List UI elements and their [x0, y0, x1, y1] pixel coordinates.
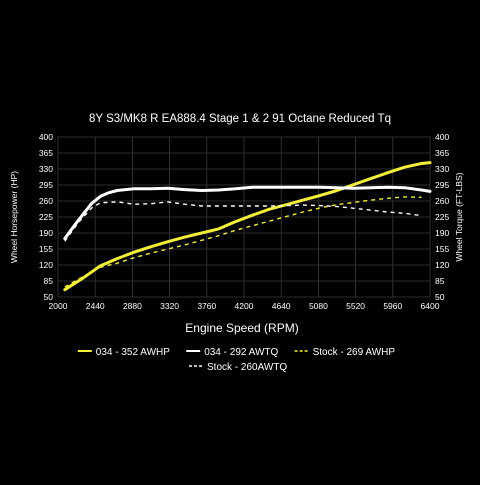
y-tick-label-left: 365 [39, 148, 53, 158]
series-layer [63, 161, 432, 292]
chart-title: 8Y S3/MK8 R EA888.4 Stage 1 & 2 91 Octan… [89, 113, 391, 125]
y-tick-label-left: 190 [39, 228, 53, 238]
y-tick-label-left: 400 [39, 132, 53, 142]
x-tick-label: 6400 [421, 301, 440, 311]
x-tick-label: 4640 [272, 301, 291, 311]
x-tick-label: 2000 [49, 301, 68, 311]
x-tick-label: 5080 [309, 301, 328, 311]
legend-item: 034 - 292 AWTQ [186, 347, 279, 358]
y-tick-label-right: 50 [435, 292, 445, 302]
legend-label: Stock - 269 AWHP [313, 347, 396, 358]
tick-layer: 2000 2440 2880 3320 3760 4200 4640 5080 5520 5960… [39, 132, 450, 311]
y-tick-label-right: 400 [435, 132, 449, 142]
legend-item: 034 - 352 AWHP [77, 347, 170, 358]
y-tick-label-right: 225 [435, 212, 449, 222]
y-tick-label-right: 295 [435, 180, 449, 190]
y-tick-label-right: 330 [435, 164, 449, 174]
y-tick-label-right: 120 [435, 260, 449, 270]
legend-label: Stock - 260AWTQ [207, 362, 287, 373]
y-axis-label-left: Wheel Horsepower (HP) [9, 171, 19, 263]
y-tick-label-left: 155 [39, 244, 53, 254]
y-tick-label-right: 190 [435, 228, 449, 238]
series-line-4 [64, 201, 422, 242]
x-tick-label: 3760 [197, 301, 216, 311]
y-tick-label-left: 120 [39, 260, 53, 270]
x-tick-label: 2440 [86, 301, 105, 311]
y-tick-label-right: 260 [435, 196, 449, 206]
legend-label: 034 - 352 AWHP [96, 347, 170, 358]
y-tick-label-left: 50 [44, 292, 54, 302]
x-tick-label: 4200 [235, 301, 254, 311]
x-tick-label: 5520 [346, 301, 365, 311]
series-line-2 [63, 185, 432, 240]
x-axis-label: Engine Speed (RPM) [185, 321, 298, 335]
series-line-3 [64, 196, 422, 288]
legend-item: Stock - 260AWTQ [189, 362, 287, 373]
legend-item: Stock - 269 AWHP [294, 347, 396, 358]
y-tick-label-right: 85 [435, 276, 445, 286]
y-tick-label-right: 365 [435, 148, 449, 158]
y-tick-label-left: 260 [39, 196, 53, 206]
y-tick-label-left: 225 [39, 212, 53, 222]
x-tick-label: 3320 [160, 301, 179, 311]
legend: 034 - 352 AWHP 034 - 292 AWTQ Stock - 269 … [77, 347, 396, 373]
y-tick-label-left: 295 [39, 180, 53, 190]
x-tick-label: 5960 [383, 301, 402, 311]
y-axis-label-right: Wheel Torque (FT-LBS) [454, 172, 464, 261]
y-tick-label-right: 155 [435, 244, 449, 254]
y-tick-label-left: 330 [39, 164, 53, 174]
x-tick-label: 2880 [123, 301, 142, 311]
legend-label: 034 - 292 AWTQ [204, 347, 278, 358]
series-line-1 [63, 161, 432, 292]
y-tick-label-left: 85 [44, 276, 54, 286]
